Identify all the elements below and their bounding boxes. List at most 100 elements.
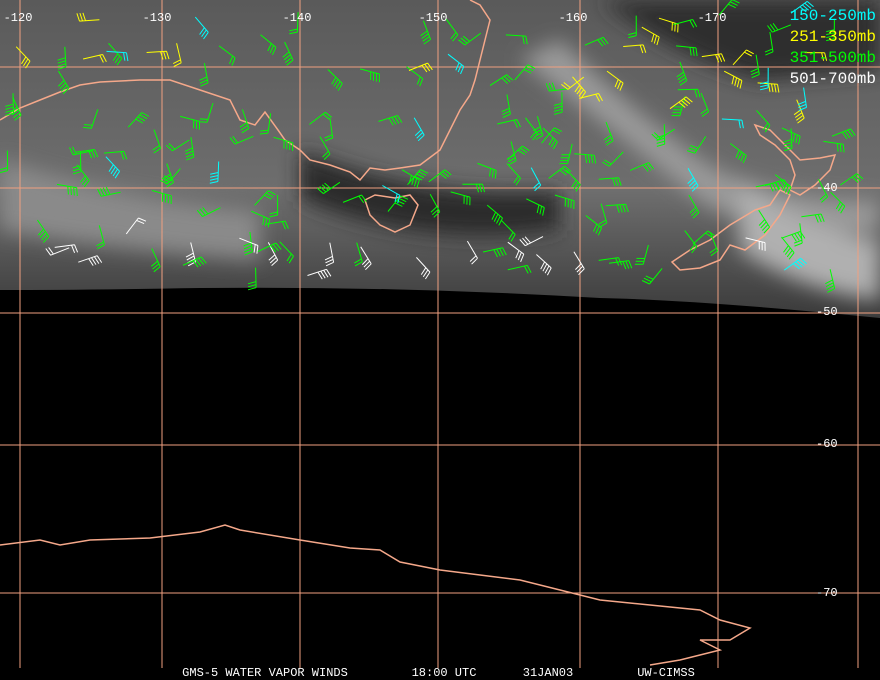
wind-barb — [545, 82, 570, 92]
wind-barb — [601, 151, 624, 167]
wind-barb — [74, 149, 99, 159]
wind-barb — [701, 53, 726, 63]
wind-barb — [324, 118, 334, 142]
wind-barb — [309, 111, 333, 125]
wind-barb — [818, 178, 829, 203]
wind-barb — [15, 46, 31, 69]
wind-barb — [561, 76, 585, 90]
wind-barb — [342, 194, 367, 204]
wind-barb — [579, 93, 603, 102]
wind-barb — [686, 136, 707, 154]
wind-barb — [420, 20, 432, 45]
wind-barb — [677, 88, 701, 98]
wind-barb — [428, 169, 452, 183]
wind-barb — [482, 247, 507, 258]
wind-barb — [566, 169, 581, 192]
wind-barb — [825, 269, 836, 293]
wind-barb — [229, 135, 254, 145]
wind-barb — [82, 54, 107, 63]
nz-south-coast — [670, 189, 792, 271]
wind-barb — [774, 174, 792, 195]
longitude-label: -140 — [283, 11, 312, 25]
wind-barb — [572, 76, 587, 99]
wind-barb — [254, 190, 276, 206]
wind-barb — [273, 136, 294, 151]
wind-barb — [758, 209, 771, 234]
wind-barb — [651, 128, 675, 141]
footer-text: 31JAN03 — [523, 666, 573, 680]
dry-slot — [600, 0, 880, 80]
wind-barb — [755, 182, 780, 192]
wind-barb — [199, 63, 209, 87]
wind-barb — [5, 93, 14, 116]
wind-barb — [721, 118, 744, 129]
wind-barb — [57, 70, 70, 95]
wind-barb — [781, 127, 801, 145]
wind-barb — [146, 50, 170, 60]
wind-barb — [387, 195, 409, 212]
wind-barb — [127, 112, 150, 128]
wind-barb — [209, 161, 220, 184]
wind-barb — [360, 246, 372, 271]
wind-barb — [793, 99, 805, 124]
wind-barb — [36, 219, 50, 243]
wind-barb — [319, 136, 331, 160]
tasmania-coast — [364, 194, 419, 233]
wind-barb — [243, 231, 253, 256]
longitude-label: -150 — [419, 11, 448, 25]
wind-barb — [10, 96, 22, 121]
wind-barb — [260, 34, 277, 56]
wind-barb — [692, 230, 715, 245]
wind-barb — [542, 127, 558, 150]
wind-barb — [676, 45, 698, 57]
wind-barb — [501, 94, 511, 118]
wind-barb — [57, 46, 67, 70]
wind-barb — [462, 183, 485, 193]
wind-barb — [159, 168, 181, 185]
wind-barb — [289, 12, 299, 35]
wind-barb — [76, 12, 100, 22]
wind-barb — [0, 150, 9, 174]
wind-barb — [781, 231, 806, 242]
wind-barb — [180, 115, 200, 130]
wind-barb — [500, 219, 516, 242]
wind-barb — [445, 18, 459, 42]
wind-barb — [54, 244, 79, 253]
wind-barb — [530, 167, 542, 192]
wind-barb — [687, 168, 699, 192]
wind-barb — [598, 177, 622, 187]
wind-barb — [507, 145, 530, 161]
wind-barb — [497, 119, 521, 128]
wind-barb — [251, 210, 271, 228]
wind-barb — [406, 66, 424, 87]
wind-barb — [723, 70, 743, 89]
wind-barb — [554, 194, 575, 210]
wind-barb — [72, 151, 82, 175]
wind-barb — [606, 70, 624, 91]
wind-barb — [840, 173, 864, 186]
wind-barb — [573, 251, 585, 276]
wind-barb — [489, 74, 514, 87]
wind-barb — [608, 260, 633, 270]
footer-text: 18:00 UTC — [412, 666, 477, 680]
wind-barb — [541, 127, 563, 144]
wind-barbs — [0, 0, 864, 293]
wind-barb — [507, 141, 517, 166]
wind-barb — [257, 242, 282, 253]
wind-barb — [106, 50, 129, 62]
wind-barb — [382, 185, 401, 204]
wind-barb — [324, 242, 335, 267]
wind-barb — [532, 116, 544, 140]
longitude-label: -130 — [143, 11, 172, 25]
wind-barb — [97, 186, 121, 197]
wind-barb — [826, 18, 835, 42]
wind-barb — [182, 256, 207, 268]
latitude-label: -60 — [816, 437, 838, 451]
wind-barb — [525, 117, 539, 141]
wind-barb — [584, 36, 609, 47]
nz-north-coast — [753, 123, 837, 196]
wind-barb — [83, 109, 99, 129]
wind-barb — [165, 139, 190, 152]
wind-barb — [151, 190, 172, 205]
wind-barb — [239, 237, 259, 254]
